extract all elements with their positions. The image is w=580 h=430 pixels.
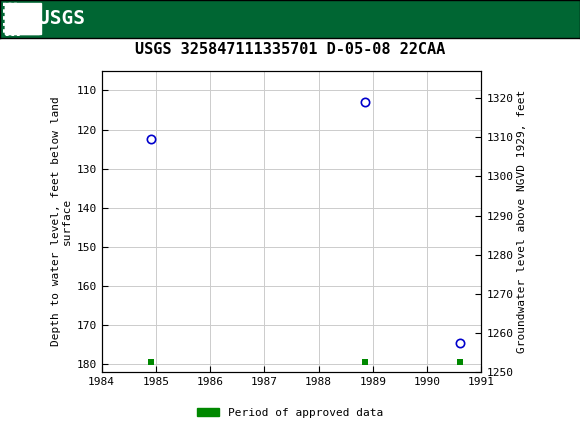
Bar bbox=[5, 3, 41, 34]
FancyBboxPatch shape bbox=[5, 4, 39, 34]
Text: USGS 325847111335701 D-05-08 22CAA: USGS 325847111335701 D-05-08 22CAA bbox=[135, 42, 445, 57]
Y-axis label: Groundwater level above NGVD 1929, feet: Groundwater level above NGVD 1929, feet bbox=[517, 90, 527, 353]
Text: ▒: ▒ bbox=[3, 2, 20, 36]
Legend: Period of approved data: Period of approved data bbox=[193, 403, 387, 422]
Text: USGS: USGS bbox=[38, 9, 85, 28]
Y-axis label: Depth to water level, feet below land
surface: Depth to water level, feet below land su… bbox=[50, 97, 72, 346]
